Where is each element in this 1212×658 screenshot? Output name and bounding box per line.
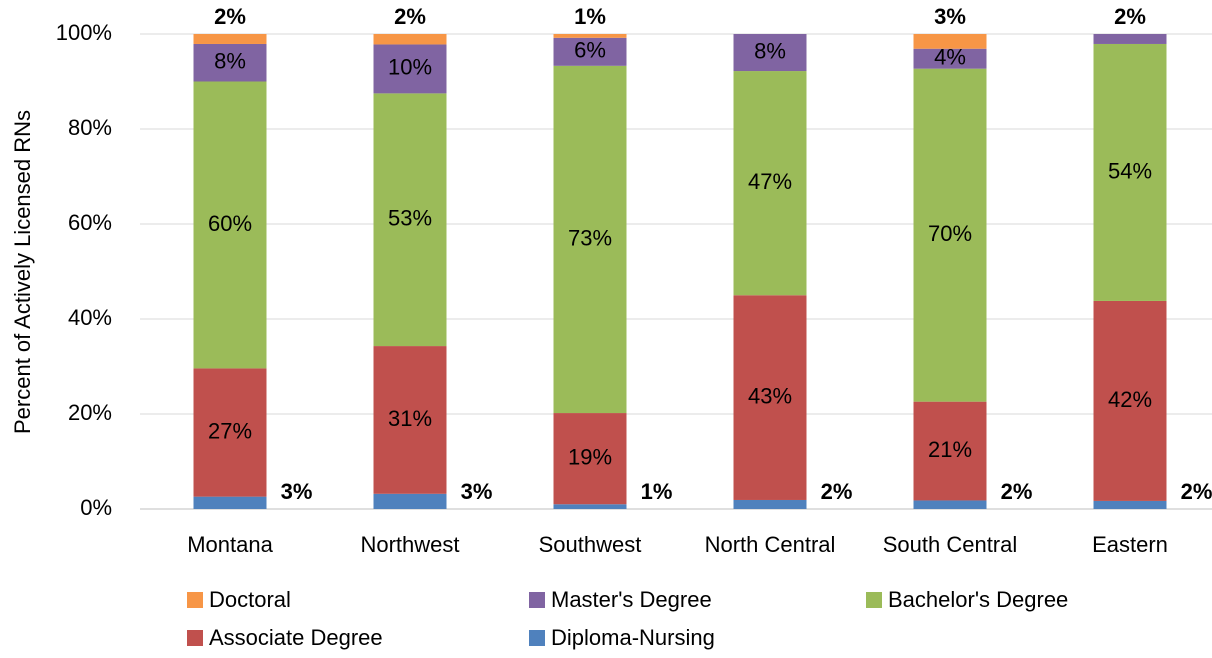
legend-swatch [866,592,882,608]
data-label: 54% [1108,158,1152,183]
data-label: 2% [394,4,426,29]
legend-label: Bachelor's Degree [888,587,1068,612]
bar-segment [913,500,987,509]
data-label: 2% [821,479,853,504]
bar-segment [373,93,447,347]
bar-segment [913,34,987,49]
bar-segment [373,34,447,45]
data-label: 8% [754,38,786,63]
legend-swatch [529,630,545,646]
y-tick-label: 40% [68,305,112,330]
x-tick-label: South Central [883,532,1018,557]
data-label: 19% [568,444,612,469]
data-label: 2% [1001,479,1033,504]
bar-segment [373,493,447,509]
y-tick-label: 80% [68,115,112,140]
legend-swatch [187,592,203,608]
data-label: 60% [208,211,252,236]
bar-segment [193,368,267,497]
legend-label: Diploma-Nursing [551,625,715,650]
bar-segment [1093,500,1167,509]
data-label: 2% [1181,479,1212,504]
data-label: 53% [388,206,432,231]
data-label: 2% [1114,4,1146,29]
bar-segment [373,44,447,94]
bar-segment [373,346,447,494]
bar-segment [1093,34,1167,44]
bar-segment [913,48,987,69]
data-label: 3% [461,479,493,504]
y-tick-label: 100% [56,20,112,45]
data-label: 47% [748,169,792,194]
legend-label: Master's Degree [551,587,712,612]
bar-segment [733,71,807,296]
bar-segment [553,37,627,66]
data-label: 2% [214,4,246,29]
data-label: 1% [641,479,673,504]
y-axis-label: Percent of Actively Licensed RNs [10,110,35,434]
data-label: 31% [388,406,432,431]
data-label: 70% [928,221,972,246]
x-tick-label: Montana [187,532,273,557]
x-tick-label: Eastern [1092,532,1168,557]
bar-segment [913,401,987,501]
bar-segment [553,65,627,414]
bar-segment [733,499,807,509]
bar-segment [193,496,267,509]
data-label: 42% [1108,387,1152,412]
bar-segment [193,34,267,44]
bar-segment [733,34,807,72]
data-label: 3% [281,479,313,504]
x-tick-label: Southwest [539,532,642,557]
legend-label: Doctoral [209,587,291,612]
data-label: 27% [208,418,252,443]
data-label: 6% [574,38,606,63]
bar-segment [553,504,627,509]
bar-segment [1093,300,1167,501]
data-label: 43% [748,383,792,408]
legend-label: Associate Degree [209,625,383,650]
bar-segment [1093,43,1167,301]
data-label: 10% [388,55,432,80]
bar-segment [193,43,267,82]
y-tick-label: 20% [68,400,112,425]
data-label: 73% [568,225,612,250]
data-label: 3% [934,4,966,29]
x-tick-label: Northwest [360,532,459,557]
bar-segment [553,34,627,38]
data-label: 8% [214,49,246,74]
data-label: 1% [574,4,606,29]
x-tick-label: North Central [705,532,836,557]
bar-segment [193,81,267,369]
bar-segment [913,68,987,402]
legend-swatch [187,630,203,646]
bar-segment [553,413,627,505]
legend-swatch [529,592,545,608]
y-tick-label: 60% [68,210,112,235]
data-label: 21% [928,437,972,462]
bar-segment [733,295,807,500]
y-tick-label: 0% [80,495,112,520]
